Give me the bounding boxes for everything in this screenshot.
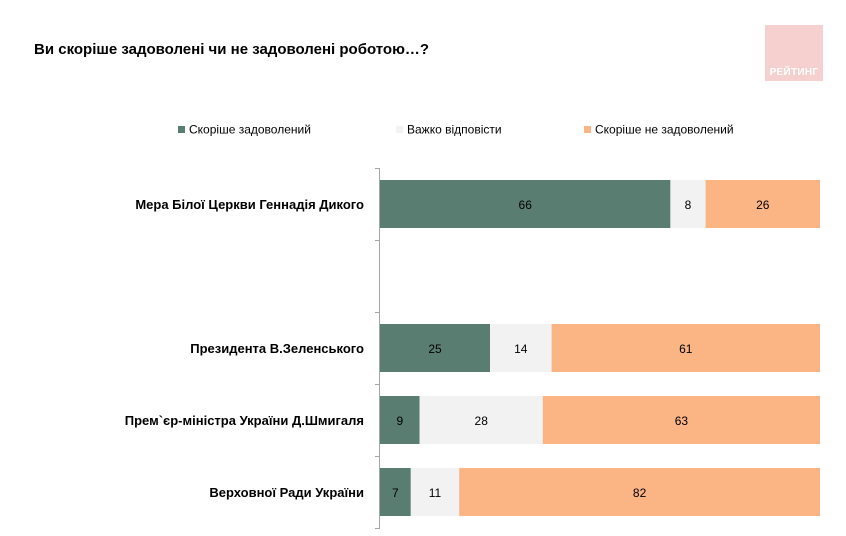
data-label: 82: [633, 486, 647, 500]
legend-item-1: Скоріше задоволений: [178, 123, 311, 137]
bar-segment-скоріше-3: [542, 396, 820, 444]
category-labels: Мера Білої Церкви Геннадія Дикого Президе…: [125, 197, 364, 500]
legend-swatch: [178, 126, 185, 133]
rating-logo: РЕЙТИНГ: [765, 25, 823, 81]
data-label: 66: [519, 198, 533, 212]
legend-item-2: Важко відповісти: [396, 123, 502, 137]
category-label: Президента В.Зеленського: [190, 341, 364, 356]
axis-ticks: [375, 168, 380, 529]
bar-segment-скоріше-1: [380, 324, 490, 372]
legend-label: Скоріше задоволений: [189, 123, 311, 137]
data-label: 7: [392, 486, 399, 500]
bar-segment-важко-2: [490, 324, 552, 372]
data-label: 61: [679, 342, 693, 356]
legend-item-3: Скоріше не задоволений: [584, 123, 734, 137]
bar-segment-скоріше-3: [459, 468, 820, 516]
category-label: Прем`єр-міністра України Д.Шмигаля: [125, 413, 364, 428]
bar-segment-скоріше-1: [380, 468, 411, 516]
bar-segment-скоріше-1: [380, 180, 671, 228]
data-label: 11: [429, 486, 442, 500]
category-label: Верховної Ради України: [209, 485, 364, 500]
category-label: Мера Білої Церкви Геннадія Дикого: [135, 197, 364, 212]
bars: 66 8 26 25 14 61 9 28 63 7 11 82: [380, 180, 820, 516]
bar-segment-скоріше-1: [380, 396, 420, 444]
legend-swatch: [396, 126, 403, 133]
data-label: 63: [675, 414, 689, 428]
data-label: 26: [756, 198, 770, 212]
legend-label: Важко відповісти: [407, 123, 502, 137]
bar-segment-важко-2: [419, 396, 543, 444]
bar-segment-скоріше-3: [551, 324, 820, 372]
legend: Скоріше задоволений Важко відповісти Скорі…: [178, 123, 734, 137]
chart-title: Ви скоріше задоволені чи не задоволені р…: [34, 41, 430, 58]
data-label: 9: [396, 414, 403, 428]
bar-segment-важко-2: [410, 468, 460, 516]
data-label: 14: [514, 342, 528, 356]
data-label: 25: [428, 342, 442, 356]
data-label: 28: [475, 414, 489, 428]
legend-swatch: [584, 126, 591, 133]
logo-text: РЕЙТИНГ: [769, 67, 819, 78]
bar-segment-важко-2: [670, 180, 706, 228]
legend-label: Скоріше не задоволений: [595, 123, 734, 137]
data-label: 8: [685, 198, 692, 212]
bar-segment-скоріше-3: [705, 180, 820, 228]
